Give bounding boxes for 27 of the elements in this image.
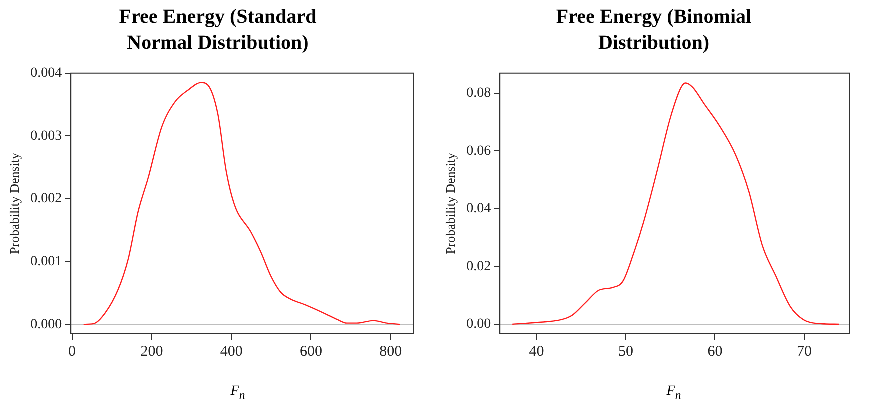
x-tick-label: 70 xyxy=(796,344,812,360)
chart-title: Free Energy (Standard Normal Distribution) xyxy=(118,5,318,56)
x-tick-label: 0 xyxy=(68,344,76,360)
y-tick-label: 0.02 xyxy=(466,259,492,274)
line-series xyxy=(512,82,840,326)
x-axis-title: F$_{n}$ xyxy=(230,384,246,402)
y-tick-label: 0.000 xyxy=(30,317,62,332)
x-tick-label: 40 xyxy=(529,344,544,360)
y-tick-label: 0.004 xyxy=(30,66,62,82)
line-series xyxy=(83,82,401,326)
y-axis-title: Probability Density xyxy=(7,152,22,254)
chart-title: Free Energy (Binomial Distribution) xyxy=(555,5,753,56)
x-tick-label: 200 xyxy=(140,344,164,360)
x-tick-label: 600 xyxy=(300,344,322,360)
y-tick-label: 0.001 xyxy=(30,254,62,270)
y-tick-label: 0.003 xyxy=(30,128,62,144)
y-axis-title: Probability Density xyxy=(443,152,458,254)
x-axis-title: F$_{n}$ xyxy=(666,384,682,402)
x-tick-label: 50 xyxy=(618,344,634,360)
y-tick-label: 0.002 xyxy=(30,192,62,207)
y-tick-label: 0.04 xyxy=(466,202,492,217)
y-tick-label: 0.00 xyxy=(466,317,492,332)
x-tick-label: 60 xyxy=(708,344,723,360)
x-tick-label: 400 xyxy=(220,344,243,360)
y-tick-label: 0.06 xyxy=(466,144,492,159)
x-tick-label: 800 xyxy=(380,344,402,360)
y-tick-label: 0.08 xyxy=(466,86,492,102)
